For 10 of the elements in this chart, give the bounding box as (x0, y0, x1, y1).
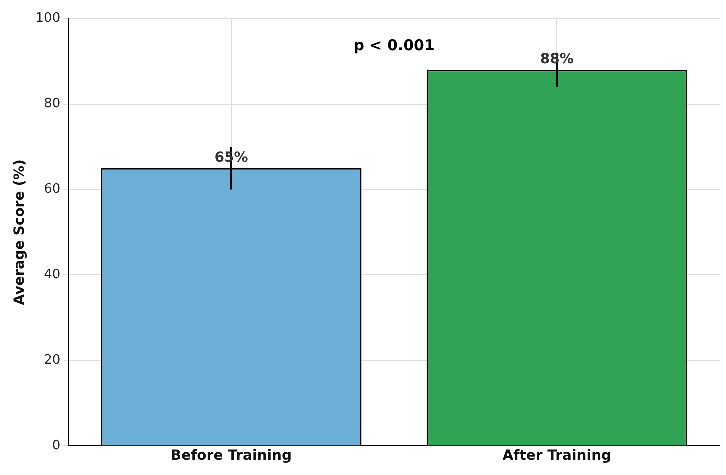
y-tick-label: 80 (44, 96, 61, 112)
y-tick-label: 100 (36, 11, 61, 26)
y-tick-label: 20 (44, 353, 61, 368)
y-axis-title: Average Score (%) (12, 160, 28, 306)
y-tick-label: 60 (44, 182, 61, 198)
x-tick-label: Before Training (170, 448, 292, 464)
y-tick-label: 0 (52, 438, 61, 454)
annotation: p < 0.001 (354, 36, 435, 55)
y-tick-label: 40 (44, 268, 61, 283)
x-tick-label: After Training (502, 448, 612, 464)
